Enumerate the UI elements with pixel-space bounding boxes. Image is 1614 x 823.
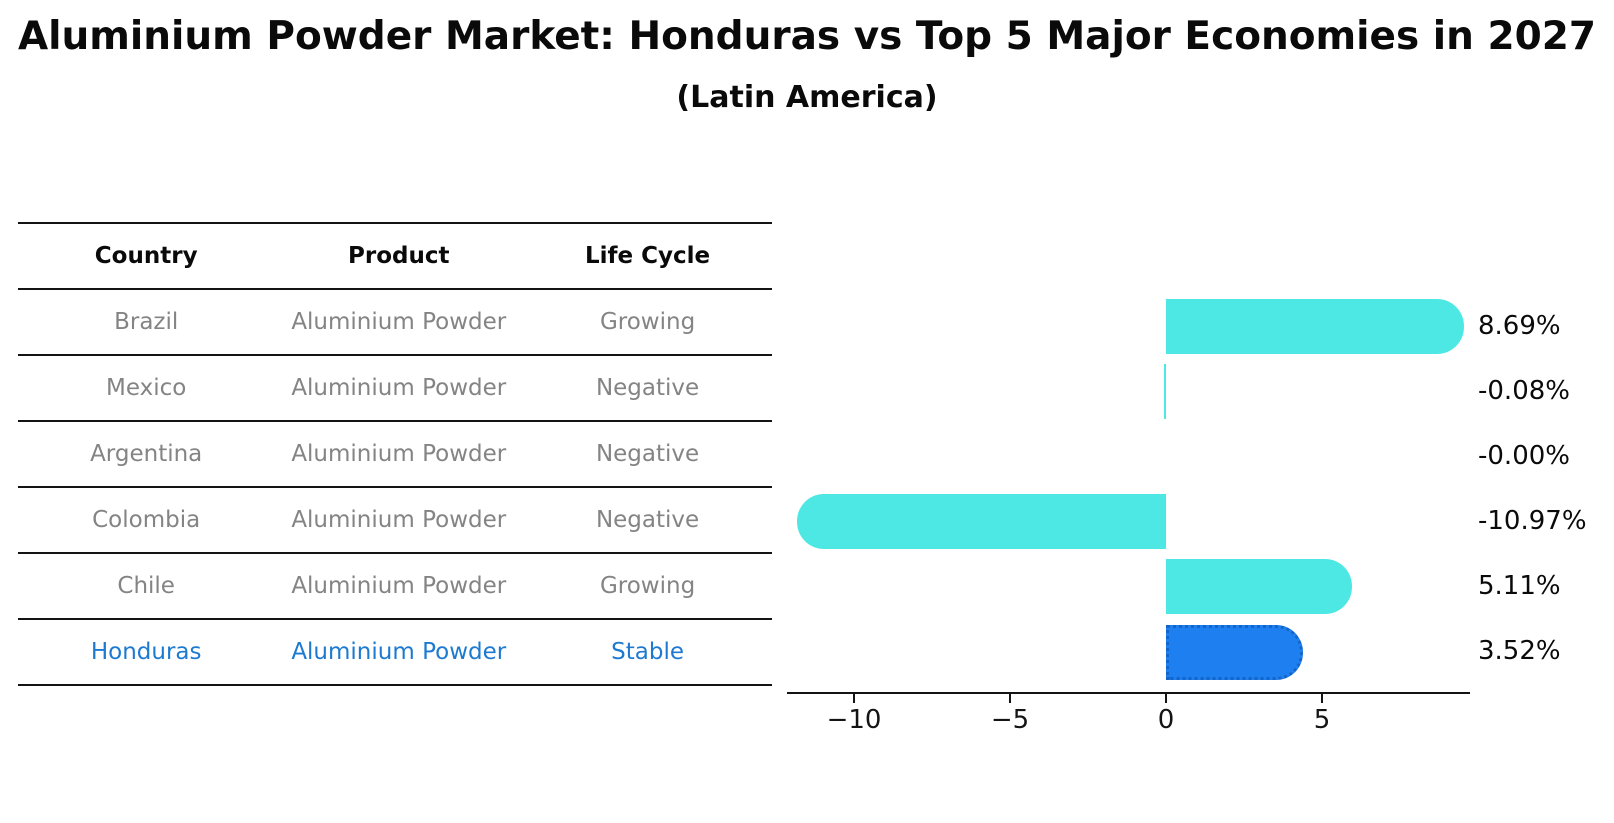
table-cell-country: Honduras — [90, 639, 202, 665]
x-axis-tick-label: 5 — [1313, 705, 1331, 735]
table-cell-product: Aluminium Powder — [291, 375, 507, 401]
x-axis-tick-label: −5 — [990, 705, 1030, 735]
x-axis-tick-label: −10 — [826, 705, 882, 735]
x-axis-tick — [1165, 694, 1167, 703]
chart-subtitle: (Latin America) — [676, 80, 938, 115]
bar-value-label: 8.69% — [1478, 310, 1561, 341]
bar-value-label: -0.08% — [1478, 375, 1570, 406]
table-cell-country: Chile — [117, 573, 175, 599]
table-cell-product: Aluminium Powder — [291, 309, 507, 335]
table-cell-product: Aluminium Powder — [291, 507, 507, 533]
bar-value-label: 5.11% — [1478, 570, 1561, 601]
table-cell-life-cycle: Negative — [595, 375, 700, 401]
table-cell-product: Aluminium Powder — [291, 573, 507, 599]
x-axis-tick — [1009, 694, 1011, 703]
table-header-cell: Country — [94, 243, 198, 269]
bar-value-label: -10.97% — [1478, 505, 1587, 536]
table-cell-country: Colombia — [92, 507, 201, 533]
table-header-cell: Product — [348, 243, 450, 269]
table-cell-product: Aluminium Powder — [291, 441, 507, 467]
bar-value-label: 3.52% — [1478, 636, 1561, 666]
table-row: Brazil Aluminium Powder Growing — [18, 288, 772, 354]
table-cell-life-cycle: Negative — [595, 441, 700, 467]
table-row: Argentina Aluminium Powder Negative — [18, 420, 772, 486]
table-cell-life-cycle: Growing — [599, 573, 696, 599]
bar-colombia — [796, 494, 1166, 550]
chart-title: Aluminium Powder Market: Honduras vs Top… — [17, 14, 1597, 59]
table-row: Honduras Aluminium Powder Stable — [18, 618, 772, 684]
table-cell-country: Mexico — [106, 375, 187, 401]
x-axis-tick — [853, 694, 855, 703]
table-header-row: Country Product Life Cycle — [18, 222, 772, 288]
table-header-cell: Life Cycle — [585, 243, 711, 269]
country-table: Country Product Life Cycle Brazil Aluminium … — [18, 222, 772, 686]
table-cell-life-cycle: Growing — [599, 309, 696, 335]
table-row: Chile Aluminium Powder Growing — [18, 552, 772, 618]
x-axis-tick — [1321, 694, 1323, 703]
bar-mexico — [1163, 364, 1166, 420]
x-axis-tick-label: 0 — [1157, 705, 1175, 735]
bar-honduras — [1166, 624, 1303, 680]
table-cell-country: Brazil — [114, 309, 179, 335]
table-row: Mexico Aluminium Powder Negative — [18, 354, 772, 420]
table-cell-product: Aluminium Powder — [291, 639, 507, 665]
table-cell-country: Argentina — [90, 441, 203, 467]
bar-brazil — [1166, 299, 1465, 354]
table-cell-life-cycle: Negative — [595, 507, 700, 533]
table-row: Colombia Aluminium Powder Negative — [18, 486, 772, 552]
x-axis-line — [787, 692, 1470, 694]
table-cell-life-cycle: Stable — [611, 639, 684, 665]
bar-chile — [1166, 559, 1353, 615]
bar-value-label: -0.00% — [1478, 440, 1570, 471]
